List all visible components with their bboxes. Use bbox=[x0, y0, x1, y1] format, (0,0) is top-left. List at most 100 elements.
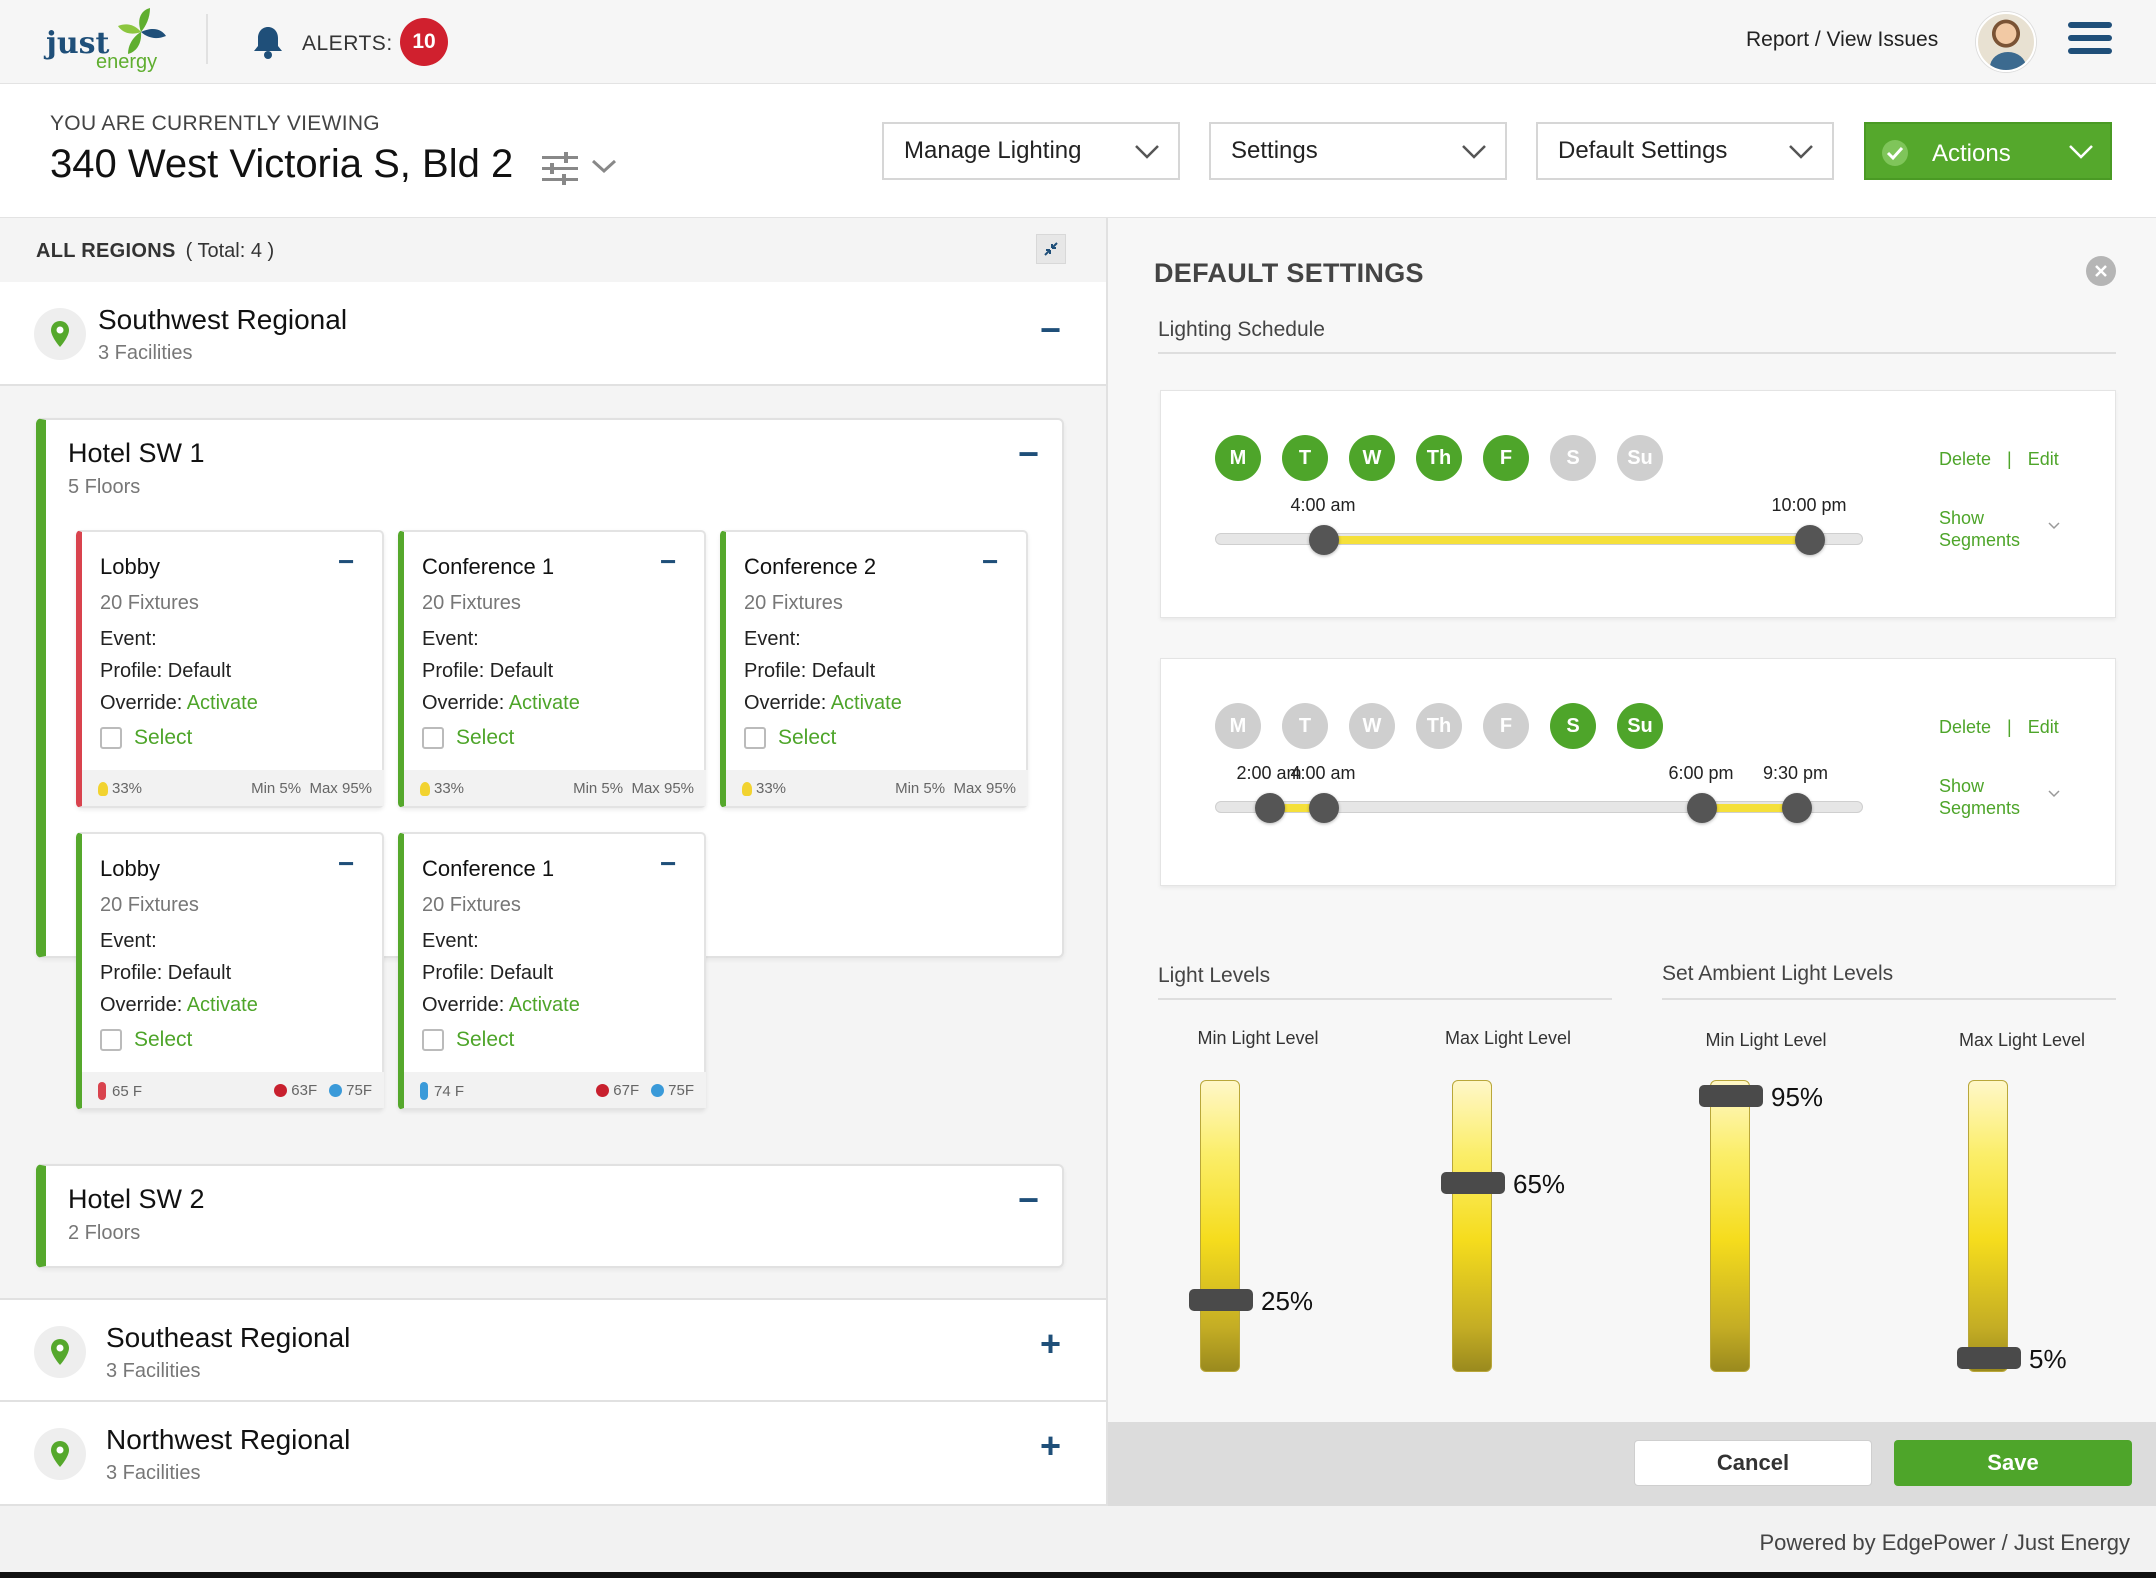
collapse-room-button[interactable]: − bbox=[338, 546, 355, 577]
room-override: Override: Activate bbox=[744, 692, 902, 715]
day-toggle[interactable]: Su bbox=[1617, 703, 1663, 749]
room-select[interactable]: Select bbox=[422, 1028, 514, 1052]
time-handle[interactable] bbox=[1255, 793, 1285, 823]
user-avatar[interactable] bbox=[1976, 12, 2036, 72]
expand-region-button[interactable]: + bbox=[1040, 1425, 1062, 1466]
light-level-slider[interactable]: 5% bbox=[1957, 1080, 2067, 1374]
select-checkbox[interactable] bbox=[422, 1029, 444, 1051]
cancel-button[interactable]: Cancel bbox=[1634, 1440, 1872, 1486]
day-toggle[interactable]: M bbox=[1215, 435, 1261, 481]
room-select[interactable]: Select bbox=[744, 726, 836, 750]
schedule-time-track[interactable] bbox=[1215, 793, 1863, 823]
day-toggle[interactable]: F bbox=[1483, 703, 1529, 749]
collapse-facility-button[interactable]: − bbox=[1018, 1179, 1040, 1220]
default-settings-dropdown[interactable]: Default Settings bbox=[1536, 122, 1834, 180]
hamburger-menu-icon[interactable] bbox=[2068, 22, 2112, 62]
logo-just-text: just bbox=[46, 26, 110, 61]
collapse-room-button[interactable]: − bbox=[660, 848, 677, 879]
chevron-down-icon[interactable] bbox=[2047, 789, 2061, 799]
select-checkbox[interactable] bbox=[100, 727, 122, 749]
time-handle[interactable] bbox=[1687, 793, 1717, 823]
collapse-facility-button[interactable]: − bbox=[1018, 433, 1040, 474]
activate-link[interactable]: Activate bbox=[186, 994, 258, 1016]
filter-sliders-icon[interactable] bbox=[540, 150, 580, 186]
day-toggle[interactable]: W bbox=[1349, 435, 1395, 481]
day-toggle[interactable]: Th bbox=[1416, 435, 1462, 481]
schedule-time-track[interactable] bbox=[1215, 525, 1863, 555]
slider-thumb[interactable] bbox=[1189, 1289, 1253, 1311]
expand-region-button[interactable]: + bbox=[1040, 1323, 1062, 1364]
day-toggle[interactable]: S bbox=[1550, 703, 1596, 749]
actions-dropdown[interactable]: Actions bbox=[1864, 122, 2112, 180]
region-southeast[interactable]: Southeast Regional 3 Facilities + bbox=[0, 1298, 1106, 1402]
room-select[interactable]: Select bbox=[100, 726, 192, 750]
collapse-room-button[interactable]: − bbox=[660, 546, 677, 577]
day-toggle[interactable]: T bbox=[1282, 435, 1328, 481]
room-card[interactable]: Lobby − 20 Fixtures Event: Profile: Defa… bbox=[76, 530, 384, 808]
room-card[interactable]: Conference 1 − 20 Fixtures Event: Profil… bbox=[398, 530, 706, 808]
header-divider bbox=[206, 14, 208, 64]
day-toggle[interactable]: F bbox=[1483, 435, 1529, 481]
room-fixtures: 20 Fixtures bbox=[422, 592, 521, 614]
light-level-slider[interactable]: 95% bbox=[1699, 1080, 1823, 1372]
region-northwest[interactable]: Northwest Regional 3 Facilities + bbox=[0, 1402, 1106, 1506]
alerts-count-badge[interactable]: 10 bbox=[400, 18, 448, 66]
building-chevron-down-icon[interactable] bbox=[590, 156, 618, 176]
day-toggle[interactable]: Th bbox=[1416, 703, 1462, 749]
day-toggle[interactable]: Su bbox=[1617, 435, 1663, 481]
save-button[interactable]: Save bbox=[1894, 1440, 2132, 1486]
high-temp-value: 75F bbox=[668, 1082, 694, 1099]
settings-dropdown[interactable]: Settings bbox=[1209, 122, 1507, 180]
just-energy-logo[interactable]: just energy bbox=[46, 8, 166, 76]
select-checkbox[interactable] bbox=[744, 727, 766, 749]
light-level-slider[interactable]: 65% bbox=[1441, 1080, 1565, 1372]
show-segments-toggle[interactable]: Show Segments bbox=[1939, 507, 2020, 551]
report-issues-link[interactable]: Report / View Issues bbox=[1746, 28, 1939, 51]
schedule-actions: Delete | Edit bbox=[1939, 449, 2059, 470]
day-toggle[interactable]: T bbox=[1282, 703, 1328, 749]
region-southwest[interactable]: Southwest Regional 3 Facilities − bbox=[0, 282, 1106, 386]
chevron-down-icon[interactable] bbox=[2047, 521, 2061, 531]
room-fixtures: 20 Fixtures bbox=[422, 894, 521, 916]
facility-hotel-sw1[interactable]: Hotel SW 1 5 Floors − Lobby − 20 Fixture… bbox=[36, 418, 1064, 1110]
day-toggle[interactable]: W bbox=[1349, 703, 1395, 749]
select-checkbox[interactable] bbox=[422, 727, 444, 749]
day-toggle[interactable]: S bbox=[1550, 435, 1596, 481]
time-handle[interactable] bbox=[1795, 525, 1825, 555]
close-panel-button[interactable] bbox=[2086, 256, 2116, 286]
room-card[interactable]: Lobby − 20 Fixtures Event: Profile: Defa… bbox=[76, 832, 384, 1110]
manage-lighting-label: Manage Lighting bbox=[904, 137, 1082, 164]
edit-link[interactable]: Edit bbox=[2027, 449, 2059, 469]
manage-lighting-dropdown[interactable]: Manage Lighting bbox=[882, 122, 1180, 180]
alerts-label[interactable]: ALERTS: bbox=[302, 32, 393, 55]
activate-link[interactable]: Activate bbox=[830, 692, 902, 714]
select-checkbox[interactable] bbox=[100, 1029, 122, 1051]
override-label: Override: bbox=[100, 994, 183, 1016]
collapse-room-button[interactable]: − bbox=[982, 546, 999, 577]
collapse-region-button[interactable]: − bbox=[1040, 309, 1062, 350]
time-handle[interactable] bbox=[1781, 793, 1812, 823]
edit-link[interactable]: Edit bbox=[2027, 717, 2059, 737]
delete-link[interactable]: Delete bbox=[1939, 717, 1992, 737]
room-card[interactable]: Conference 2 − 20 Fixtures Event: Profil… bbox=[720, 530, 1028, 808]
time-handle[interactable] bbox=[1309, 793, 1339, 823]
show-segments-toggle[interactable]: Show Segments bbox=[1939, 775, 2020, 819]
room-card[interactable]: Conference 1 − 20 Fixtures Event: Profil… bbox=[398, 832, 706, 1110]
room-select[interactable]: Select bbox=[100, 1028, 192, 1052]
activate-link[interactable]: Activate bbox=[508, 994, 580, 1016]
bell-icon[interactable] bbox=[250, 24, 286, 60]
light-level-slider[interactable]: 25% bbox=[1189, 1080, 1313, 1372]
collapse-room-button[interactable]: − bbox=[338, 848, 355, 879]
delete-link[interactable]: Delete bbox=[1939, 449, 1992, 469]
slider-thumb[interactable] bbox=[1441, 1172, 1505, 1195]
activate-link[interactable]: Activate bbox=[508, 692, 580, 714]
slider-thumb[interactable] bbox=[1957, 1347, 2021, 1370]
time-handle[interactable] bbox=[1309, 525, 1339, 555]
day-toggle[interactable]: M bbox=[1215, 703, 1261, 749]
room-select[interactable]: Select bbox=[422, 726, 514, 750]
facility-hotel-sw2[interactable]: Hotel SW 2 2 Floors − bbox=[36, 1164, 1064, 1268]
collapse-all-button[interactable] bbox=[1036, 234, 1066, 264]
activate-link[interactable]: Activate bbox=[186, 692, 258, 714]
slider-thumb[interactable] bbox=[1699, 1084, 1763, 1107]
room-profile: Profile: Default bbox=[422, 962, 554, 984]
